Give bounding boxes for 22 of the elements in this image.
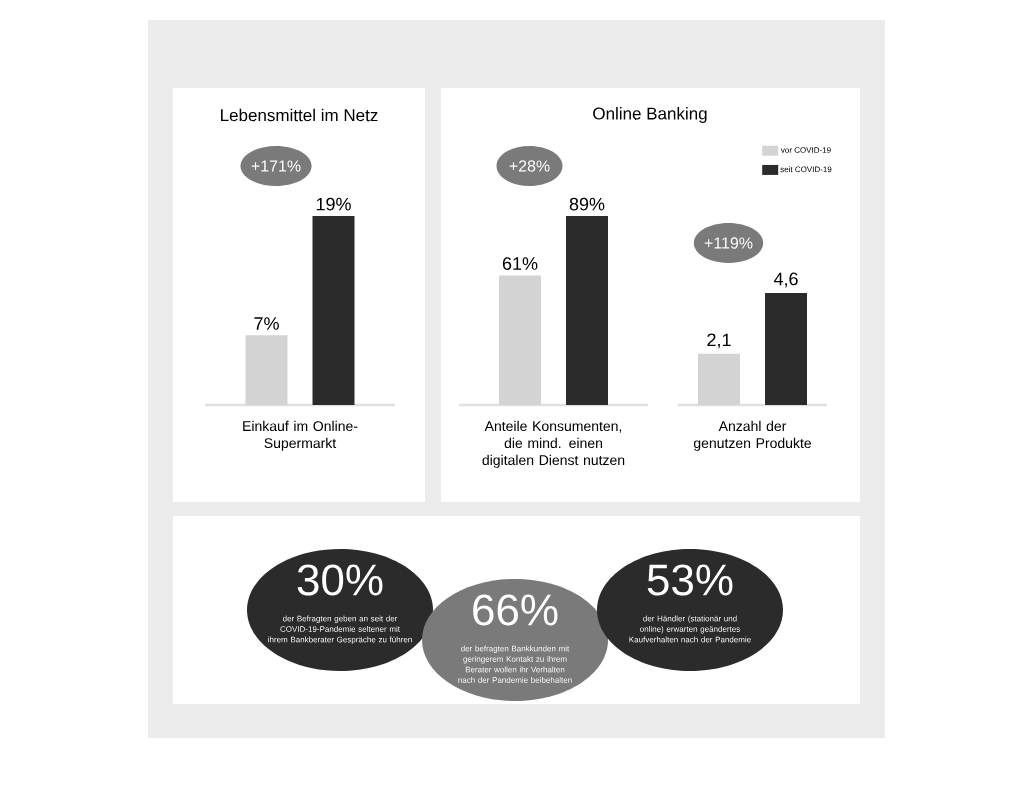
chart-title: Online Banking <box>593 107 707 123</box>
text: der befragten Bankkunden mit geringerem Kontakt zu ihrem Berater wollen ihr Verhalten nach der Pandemie beibehalten <box>458 645 572 683</box>
text: 66% <box>473 594 558 626</box>
x-tick-label: Einkauf im Online-Supermarkt <box>243 420 358 451</box>
data-label: 7% <box>254 317 279 330</box>
text: 30% <box>297 564 383 596</box>
data-label: 19% <box>316 197 351 211</box>
legend-label: seit COVID-19 <box>780 166 832 173</box>
data-label: 61% <box>502 257 538 270</box>
text: +28% <box>509 160 550 172</box>
text: +171% <box>251 160 301 172</box>
text: +119% <box>704 237 753 249</box>
legend-label: vor COVID-19 <box>780 147 831 153</box>
data-label: 2,1 <box>707 333 731 349</box>
data-label: 89% <box>569 197 605 211</box>
data-label: 4,6 <box>773 272 798 288</box>
text: 53% <box>647 564 733 596</box>
chart-title: Lebensmittel im Netz <box>221 108 378 122</box>
text: der Befragten geben an seit der COVID-19-Pandemie seltener mit ihrem Bankberater Gespräche zu führen <box>268 615 412 644</box>
x-tick-label: Anzahl der genutzen Produkte <box>693 420 812 451</box>
x-tick-label: Anteile Konsumenten, die mind. einen digitalen Dienst nutzen <box>482 420 625 468</box>
text: der Händler (stationär und online) erwarten geändertes Kaufverhalten nach der Pandemie <box>629 615 751 643</box>
